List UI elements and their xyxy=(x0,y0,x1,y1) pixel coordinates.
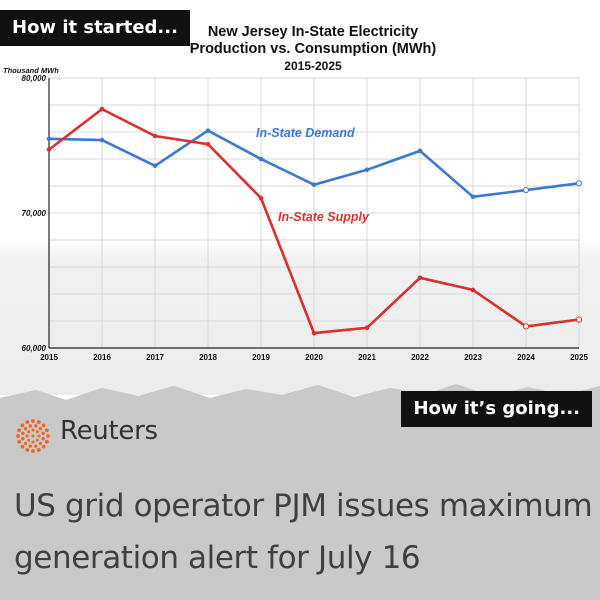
logo-dot xyxy=(41,423,46,428)
y-tick-label: 80,000 xyxy=(22,74,47,83)
data-point xyxy=(258,195,264,201)
chart-title-line-1: New Jersey In-State Electricity xyxy=(208,24,418,40)
logo-dot xyxy=(41,437,45,441)
data-point xyxy=(311,182,317,187)
x-tick-label: 2023 xyxy=(464,353,482,362)
data-point xyxy=(46,147,52,152)
data-point xyxy=(522,323,530,330)
logo-dot xyxy=(38,426,43,431)
data-point xyxy=(205,128,211,133)
data-point xyxy=(258,156,264,162)
y-axis-label: Thousand MWh xyxy=(3,66,59,75)
logo-dot xyxy=(34,444,38,448)
logo-dot xyxy=(46,434,50,438)
logo-dot xyxy=(34,424,38,428)
logo-dot xyxy=(20,444,25,449)
data-point xyxy=(99,137,105,143)
logo-dot xyxy=(23,426,28,431)
x-tick-label: 2017 xyxy=(146,353,164,362)
logo-dot xyxy=(28,444,32,448)
data-point xyxy=(99,106,105,112)
logo-dot xyxy=(36,420,41,425)
data-point xyxy=(470,287,476,293)
data-point xyxy=(205,141,211,147)
news-headline[interactable]: US grid operator PJM issues maximum gene… xyxy=(14,488,593,576)
logo-dot xyxy=(36,447,41,452)
how-its-going-tag: How it’s going... xyxy=(401,391,592,427)
logo-dot xyxy=(35,438,39,442)
x-tick-label: 2024 xyxy=(517,353,535,362)
logo-dot xyxy=(21,437,25,441)
logo-dot xyxy=(37,434,41,438)
data-point xyxy=(522,186,530,194)
data-point xyxy=(417,148,423,154)
logo-dot xyxy=(31,434,35,438)
grid-lines xyxy=(48,77,580,349)
logo-dot xyxy=(28,424,32,428)
chart-subtitle: 2015-2025 xyxy=(284,59,342,73)
logo-dot xyxy=(31,419,35,423)
x-tick-label: 2016 xyxy=(93,353,111,362)
data-point xyxy=(152,133,158,139)
logo-dot xyxy=(25,434,29,438)
y-tick-label: 70,000 xyxy=(22,209,47,218)
series-label-supply: In-State Supply xyxy=(278,210,370,224)
logo-dot xyxy=(23,441,28,446)
logo-dot xyxy=(17,439,22,444)
reuters-logo-icon xyxy=(16,419,50,453)
logo-dot xyxy=(31,428,35,432)
data-point xyxy=(470,194,476,200)
logo-dot xyxy=(41,444,46,449)
how-it-started-tag: How it started... xyxy=(0,10,190,46)
logo-dot xyxy=(44,439,49,444)
axes: 60,000 70,000 80,000 2015 2016 2017 2018 2019 20… xyxy=(22,74,589,362)
data-point xyxy=(575,180,583,187)
chart-panel xyxy=(0,0,600,395)
data-point xyxy=(364,167,370,173)
logo-dot xyxy=(27,438,31,442)
logo-dot xyxy=(25,447,30,452)
logo-dot xyxy=(20,423,25,428)
logo-dot xyxy=(31,449,35,453)
series-label-demand: In-State Demand xyxy=(256,126,355,140)
logo-dot xyxy=(44,428,49,433)
data-point xyxy=(46,136,52,142)
data-point xyxy=(575,316,583,323)
logo-dot xyxy=(35,430,39,434)
logo-dot xyxy=(27,430,31,434)
x-tick-label: 2021 xyxy=(358,353,376,362)
x-tick-label: 2025 xyxy=(570,353,588,362)
line-chart: New Jersey In-State Electricity Producti… xyxy=(3,24,589,362)
logo-dot xyxy=(25,420,30,425)
x-tick-label: 2020 xyxy=(305,353,323,362)
x-tick-label: 2022 xyxy=(411,353,429,362)
x-tick-label: 2015 xyxy=(40,353,58,362)
data-point xyxy=(417,275,423,281)
logo-dot xyxy=(21,431,25,435)
series-lines xyxy=(46,106,583,336)
reuters-wordmark: Reuters xyxy=(60,416,158,446)
series-labels: In-State Demand In-State Supply xyxy=(256,126,370,224)
y-tick-label: 60,000 xyxy=(22,344,47,353)
x-tick-label: 2018 xyxy=(199,353,217,362)
logo-dot xyxy=(41,431,45,435)
x-tick-label: 2019 xyxy=(252,353,270,362)
data-point xyxy=(364,325,370,331)
chart-title: New Jersey In-State Electricity Producti… xyxy=(190,24,437,73)
logo-dot xyxy=(31,440,35,444)
logo-dot xyxy=(38,441,43,446)
logo-dot xyxy=(16,434,20,438)
logo-dot xyxy=(17,428,22,433)
data-point xyxy=(152,163,158,169)
chart-title-line-2: Production vs. Consumption (MWh) xyxy=(190,41,437,57)
data-point xyxy=(311,330,317,336)
